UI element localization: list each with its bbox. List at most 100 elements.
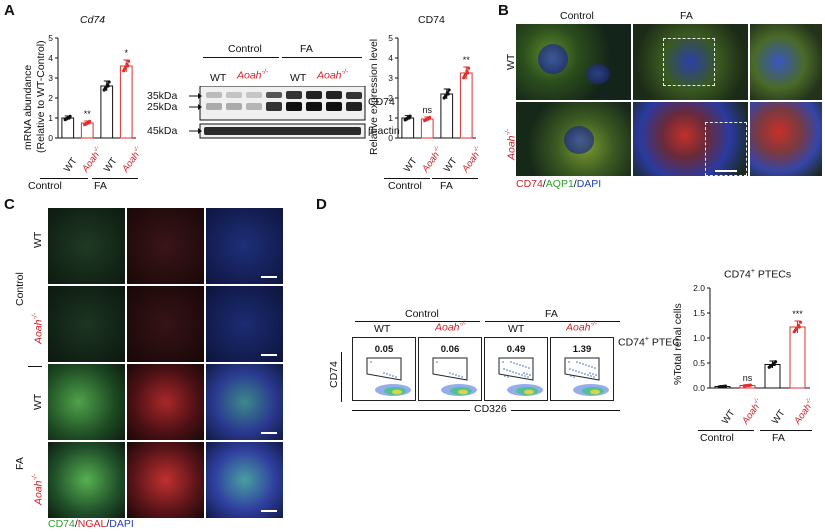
data-point bbox=[123, 67, 127, 71]
mw-35: 35kDa bbox=[147, 90, 178, 102]
flow-x-axis: CD326 bbox=[470, 403, 511, 415]
y-tick-label: 4 bbox=[48, 53, 53, 63]
d-bar-group-labels: WT Aoah-/- WT Aoah-/- Control FA bbox=[688, 392, 818, 444]
d-aoah-2: Aoah-/- bbox=[566, 321, 598, 334]
panel-label-a: A bbox=[4, 2, 15, 19]
mrna-chart-title: Cd74 bbox=[80, 14, 106, 26]
data-point bbox=[463, 74, 467, 78]
d-control-label: Control bbox=[405, 308, 439, 320]
band-cd74-35-5 bbox=[286, 91, 302, 99]
data-point bbox=[424, 118, 428, 122]
data-point bbox=[126, 64, 130, 68]
y-tick-label: 3 bbox=[388, 73, 393, 83]
protein-chart: 0 1 2 3 4 5 ns ** bbox=[388, 33, 476, 143]
event bbox=[588, 365, 590, 367]
event bbox=[594, 367, 596, 369]
y-tick-label: 2.0 bbox=[693, 283, 705, 293]
c-micro-wt-control-merge bbox=[206, 208, 283, 284]
event bbox=[507, 376, 509, 378]
flow-y-axis: CD74 bbox=[328, 361, 340, 388]
event bbox=[370, 361, 372, 363]
gate bbox=[498, 357, 534, 381]
panel-label-b: B bbox=[498, 2, 509, 19]
c-micro-wt-control-cd74 bbox=[48, 208, 125, 284]
group-aoah-label: Aoah-/- bbox=[460, 145, 482, 175]
c-aoah-2: Aoah-/- bbox=[32, 473, 45, 505]
event bbox=[570, 375, 572, 377]
data-point bbox=[446, 92, 450, 96]
event bbox=[525, 366, 527, 368]
band-cd74-35-4 bbox=[266, 92, 282, 98]
b-micro-aoah-zoom bbox=[750, 102, 822, 176]
scale-bar bbox=[261, 510, 277, 512]
bar bbox=[61, 117, 75, 139]
control-group-label: Control bbox=[28, 180, 62, 192]
data-point bbox=[768, 364, 772, 368]
data-point bbox=[404, 117, 408, 121]
data-point bbox=[126, 59, 131, 63]
c-micro-aoah-control-cd74 bbox=[48, 286, 125, 362]
event bbox=[458, 375, 460, 377]
group-wt-label: WT bbox=[102, 155, 120, 175]
flow-gate-value: 0.05 bbox=[374, 344, 394, 355]
data-point bbox=[466, 66, 471, 70]
event bbox=[392, 375, 394, 377]
band-cd74-25-4 bbox=[266, 102, 282, 111]
b-micro-wt-control bbox=[516, 24, 631, 100]
y-tick-label: 0.5 bbox=[693, 358, 705, 368]
bar bbox=[440, 93, 454, 139]
significance-label: ** bbox=[84, 109, 92, 119]
event bbox=[509, 370, 511, 372]
y-tick-label: 1.5 bbox=[693, 308, 705, 318]
y-tick-label: 3 bbox=[48, 73, 53, 83]
panel-label-c: C bbox=[4, 196, 15, 213]
d-aoah-1: Aoah-/- bbox=[435, 321, 467, 334]
fa-group-label: FA bbox=[440, 180, 453, 192]
c-micro-aoah-control-merge bbox=[206, 286, 283, 362]
c-micro-wt-fa-cd74 bbox=[48, 364, 125, 440]
bar bbox=[420, 118, 434, 139]
c-micro-aoah-fa-cd74 bbox=[48, 442, 125, 518]
fa-group-line bbox=[432, 178, 478, 179]
flow-plot: 0.49 bbox=[484, 337, 548, 401]
data-point bbox=[793, 328, 797, 332]
event bbox=[386, 373, 388, 375]
y-tick-label: 5 bbox=[48, 33, 53, 43]
group-wt-label: WT bbox=[402, 155, 420, 175]
b-micro-wt-fa bbox=[633, 24, 748, 100]
event bbox=[395, 376, 397, 378]
flow-plot: 0.06 bbox=[418, 337, 482, 401]
band-cd74-25-3 bbox=[246, 103, 262, 110]
event bbox=[593, 376, 595, 378]
data-point bbox=[67, 116, 71, 120]
blot-aoah-1: Aoah-/- bbox=[237, 69, 269, 82]
y-tick-label: 0 bbox=[48, 133, 53, 143]
event bbox=[452, 373, 454, 375]
significance-label: ns bbox=[422, 105, 432, 115]
y-tick-label: 1.0 bbox=[693, 333, 705, 343]
band-cd74-35-6 bbox=[306, 91, 322, 99]
d-fa-label: FA bbox=[545, 308, 558, 320]
y-tick-label: 1 bbox=[388, 113, 393, 123]
data-point bbox=[466, 71, 470, 75]
blot-wt-2: WT bbox=[290, 72, 307, 84]
blot-fa-line bbox=[282, 57, 362, 58]
y-tick-label: 1 bbox=[48, 113, 53, 123]
blot-bands bbox=[189, 86, 366, 139]
event bbox=[512, 371, 514, 373]
band-cd74-25-7 bbox=[326, 102, 342, 111]
event bbox=[504, 375, 506, 377]
band-actin bbox=[204, 127, 361, 135]
group-aoah-label: Aoah-/- bbox=[420, 145, 442, 175]
c-wt-1: WT bbox=[32, 231, 44, 248]
event bbox=[585, 364, 587, 366]
data-point bbox=[427, 117, 431, 121]
c-fa-divider bbox=[28, 366, 42, 367]
b-fa-label: FA bbox=[680, 10, 693, 22]
gate bbox=[564, 357, 600, 381]
mrna-group-labels: WT Aoah-/- WT Aoah-/- Control FA bbox=[28, 140, 142, 192]
event bbox=[579, 362, 581, 364]
event bbox=[569, 368, 571, 370]
blot-aoah-2: Aoah-/- bbox=[317, 69, 349, 82]
event bbox=[529, 374, 531, 376]
